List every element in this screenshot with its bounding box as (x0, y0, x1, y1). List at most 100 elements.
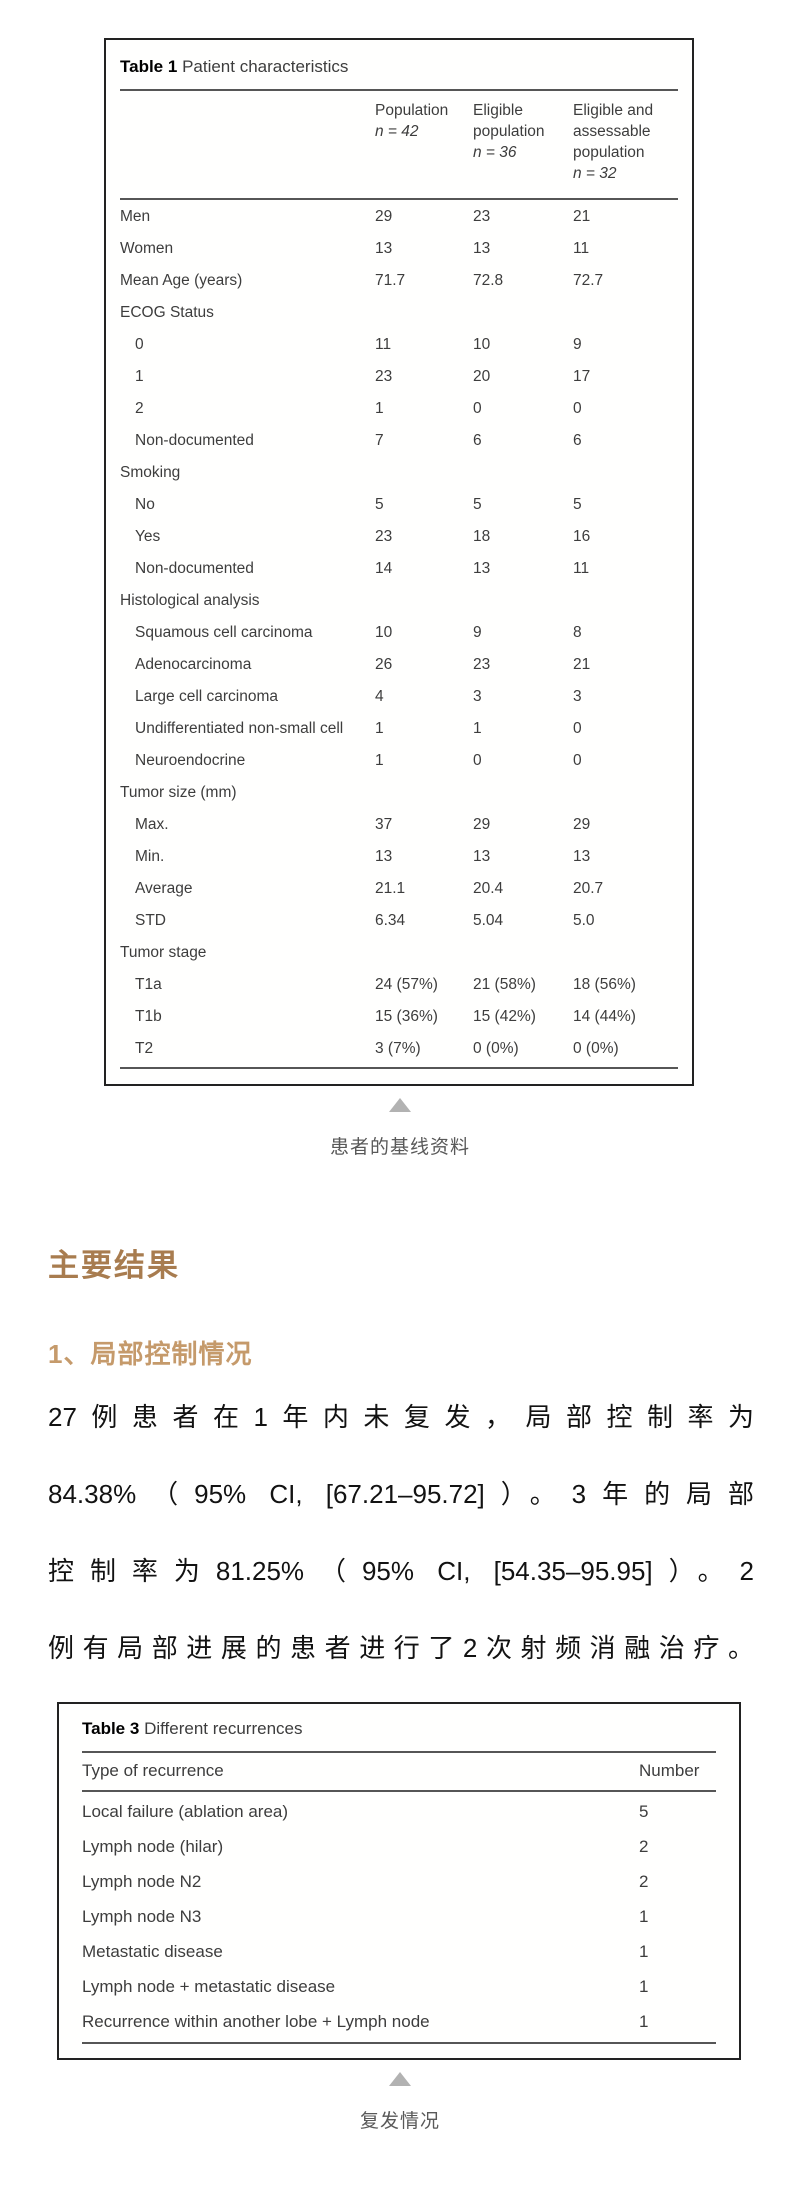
table1-header-assessable: Eligible and assessable population n = 3… (573, 100, 678, 184)
cell-assessable: 11 (573, 240, 590, 257)
table1-title-text: Patient characteristics (182, 57, 349, 76)
cell-eligible: 1 (473, 720, 482, 737)
cell-eligible: 23 (473, 208, 491, 225)
cell-assessable: 17 (573, 368, 591, 385)
table-row: Yes 23 18 16 (120, 521, 678, 553)
cell-population: 5 (375, 496, 384, 513)
cell-population: 1 (375, 752, 384, 769)
table1-caption: 患者的基线资料 (0, 1098, 800, 1159)
recurrence-number: 2 (639, 1837, 649, 1856)
collapse-triangle-icon (389, 1098, 411, 1112)
cell-assessable: 18 (56%) (573, 976, 636, 993)
cell-eligible: 5 (473, 496, 482, 513)
cell-eligible: 23 (473, 656, 491, 673)
row-label: No (135, 496, 155, 513)
row-label: Neuroendocrine (135, 752, 246, 769)
cell-assessable: 0 (573, 400, 582, 417)
cell-population: 11 (375, 336, 392, 353)
cell-population: 1 (375, 720, 384, 737)
table-row: Local failure (ablation area) 5 (82, 1794, 716, 1829)
table-row: Max. 37 29 29 (120, 809, 678, 841)
cell-population: 13 (375, 240, 393, 257)
table1-header-population: Population n = 42 (375, 100, 473, 184)
cell-assessable: 9 (573, 336, 582, 353)
row-label: Men (120, 208, 151, 225)
table1-rule-top (120, 89, 678, 91)
table3-rule-bottom (82, 2042, 716, 2044)
cell-assessable: 6 (573, 432, 582, 449)
cell-population: 37 (375, 816, 393, 833)
table1-rule-header (120, 198, 678, 200)
cell-eligible: 3 (473, 688, 482, 705)
cell-eligible: 13 (473, 240, 491, 257)
cell-assessable: 0 (0%) (573, 1040, 619, 1057)
cell-assessable: 0 (573, 752, 582, 769)
cell-eligible: 13 (473, 560, 491, 577)
table-row: Lymph node (hilar) 2 (82, 1829, 716, 1864)
cell-eligible: 21 (58%) (473, 976, 536, 993)
column-header-n: n = 42 (375, 123, 419, 140)
row-label: 2 (135, 400, 144, 417)
cell-assessable: 5.0 (573, 912, 595, 929)
row-label: Tumor stage (120, 944, 207, 961)
cell-population: 23 (375, 368, 393, 385)
table-row: No 5 5 5 (120, 489, 678, 521)
cell-population: 13 (375, 848, 393, 865)
table-row: Undifferentiated non-small cell 1 1 0 (120, 713, 678, 745)
cell-eligible: 9 (473, 624, 482, 641)
table3-title-text: Different recurrences (144, 1719, 303, 1738)
cell-assessable: 0 (573, 720, 582, 737)
table-row: 0 11 10 9 (120, 329, 678, 361)
cell-population: 14 (375, 560, 393, 577)
cell-population: 23 (375, 528, 393, 545)
column-header-n: n = 32 (573, 165, 617, 182)
row-label: STD (135, 912, 166, 929)
cell-eligible: 10 (473, 336, 491, 353)
paragraph-line: 27例患者在1年内未复发，局部控制率为 (48, 1402, 754, 1432)
cell-assessable: 20.7 (573, 880, 604, 897)
cell-assessable: 11 (573, 560, 590, 577)
row-label: 1 (135, 368, 144, 385)
cell-eligible: 13 (473, 848, 491, 865)
cell-eligible: 0 (473, 400, 482, 417)
cell-assessable: 21 (573, 208, 591, 225)
table-row: 2 1 0 0 (120, 393, 678, 425)
recurrence-number: 1 (639, 1977, 649, 1996)
table-row: Min. 13 13 13 (120, 841, 678, 873)
cell-assessable: 14 (44%) (573, 1008, 636, 1025)
cell-assessable: 29 (573, 816, 591, 833)
column-header-label: Eligible population (473, 102, 545, 140)
cell-eligible: 0 (473, 752, 482, 769)
table-row: Histological analysis (120, 585, 678, 617)
cell-population: 4 (375, 688, 384, 705)
row-label: Tumor size (mm) (120, 784, 237, 801)
recurrence-type: Lymph node + metastatic disease (82, 1977, 336, 1996)
table-row: Lymph node N2 2 (82, 1864, 716, 1899)
column-header-label: Eligible and assessable population (573, 102, 654, 161)
table3-title: Table 3 Different recurrences (82, 1716, 716, 1742)
table-row: Lymph node N3 1 (82, 1899, 716, 1934)
recurrence-number: 5 (639, 1802, 649, 1821)
row-label: Squamous cell carcinoma (135, 624, 313, 641)
table-row: T1b 15 (36%) 15 (42%) 14 (44%) (120, 1001, 678, 1033)
recurrence-number: 2 (639, 1872, 649, 1891)
cell-eligible: 6 (473, 432, 482, 449)
table3-title-number: Table 3 (82, 1719, 140, 1738)
row-label: Max. (135, 816, 169, 833)
table-row: Neuroendocrine 1 0 0 (120, 745, 678, 777)
cell-assessable: 13 (573, 848, 591, 865)
column-header-n: n = 36 (473, 144, 517, 161)
cell-eligible: 20.4 (473, 880, 504, 897)
recurrence-type: Recurrence within another lobe + Lymph n… (82, 2012, 430, 2031)
table1-caption-text: 患者的基线资料 (329, 1137, 470, 1158)
table3-figure: Table 3 Different recurrences Type of re… (57, 1702, 741, 2060)
recurrence-type: Lymph node N2 (82, 1872, 202, 1891)
table-row: 1 23 20 17 (120, 361, 678, 393)
paragraph-line: 84.38%（95% CI, [67.21–95.72]）。3年的局部 (48, 1479, 754, 1509)
paragraph-line: 控制率为81.25%（95% CI, [54.35–95.95]）。2 (48, 1556, 754, 1586)
table-row: Recurrence within another lobe + Lymph n… (82, 2004, 716, 2039)
table-row: STD 6.34 5.04 5.0 (120, 905, 678, 937)
table-row: Tumor size (mm) (120, 777, 678, 809)
cell-assessable: 16 (573, 528, 591, 545)
